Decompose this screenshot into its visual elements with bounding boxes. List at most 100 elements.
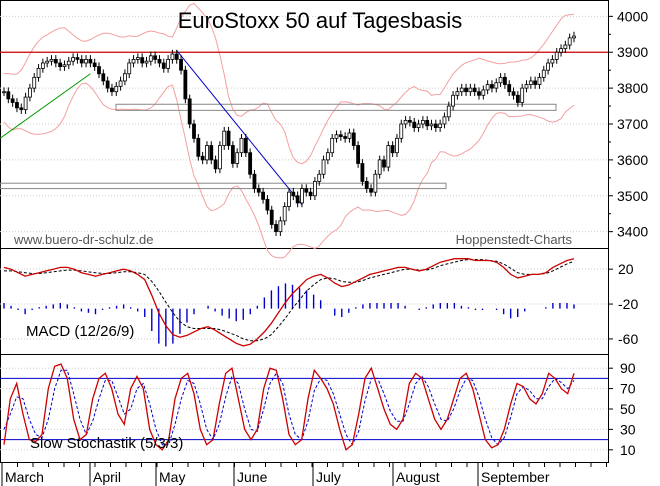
candle-body: [572, 35, 576, 39]
candle-body: [235, 152, 240, 164]
candle-body: [84, 59, 88, 64]
x-month-label: July: [316, 469, 341, 485]
macd-lines: [3, 258, 575, 347]
macd-tick-label: -60: [618, 331, 638, 347]
candle-body: [334, 134, 339, 139]
candle-body: [110, 87, 114, 93]
candle-body: [364, 181, 369, 189]
candle-body: [338, 134, 343, 137]
stochastic-y-axis: 90 70 50 30 10: [608, 360, 636, 458]
candle-body: [179, 59, 183, 71]
candle-body: [533, 80, 538, 85]
candle-body: [563, 44, 568, 50]
candle-body: [28, 87, 32, 98]
candle-body: [382, 159, 386, 168]
price-tick-label: 3600: [617, 152, 648, 168]
candle-body: [101, 73, 106, 82]
candle-body: [123, 73, 127, 82]
candle-body: [226, 130, 231, 146]
stochastic-gridlines: [0, 367, 608, 451]
candle-body: [230, 145, 235, 164]
macd-y-axis: 20 -20 -60: [608, 261, 638, 347]
candle-body: [261, 191, 265, 200]
candle-body: [278, 220, 283, 233]
candle-body: [403, 120, 408, 125]
x-month-label: May: [159, 469, 185, 485]
candle-body: [183, 69, 188, 100]
stochastic-tick-label: 10: [620, 442, 636, 458]
candle-body: [546, 62, 550, 71]
x-month-label: August: [396, 469, 440, 485]
candle-body: [97, 66, 101, 75]
price-y-axis: 3400 3500 3600 3700 3800 3900 4000: [608, 8, 648, 240]
candle-body: [464, 87, 468, 93]
stochastic-tick-label: 90: [620, 360, 636, 376]
x-month-label: June: [237, 469, 268, 485]
candle-body: [485, 84, 490, 91]
stochastic-lines: [3, 363, 575, 451]
candle-body: [455, 91, 460, 96]
watermark-website: www.buero-dr-schulz.de: [13, 232, 153, 247]
candle-body: [166, 59, 170, 69]
candle-body: [62, 64, 67, 67]
x-axis: March April May June July August September: [0, 462, 608, 486]
candle-body: [243, 137, 248, 154]
bollinger-bands: [3, 2, 575, 259]
candle-body: [520, 87, 525, 103]
candle-body: [304, 188, 309, 193]
candle-body: [287, 191, 291, 207]
price-gridlines: [0, 15, 608, 233]
price-tick-label: 3700: [617, 116, 648, 132]
upper-band: [4, 2, 575, 165]
price-tick-label: 3500: [617, 188, 648, 204]
candle-body: [412, 121, 417, 128]
candle-body: [325, 152, 330, 161]
candle-body: [550, 59, 555, 64]
stochastic-tick-label: 70: [620, 381, 636, 397]
candle-body: [265, 198, 270, 211]
support-box-high: [115, 103, 557, 111]
candle-body: [295, 195, 300, 204]
macd-line: [3, 258, 575, 347]
candle-body: [105, 80, 110, 89]
candle-body: [209, 145, 214, 161]
candle-body: [2, 91, 6, 94]
candle-body: [360, 163, 365, 182]
candle-body: [192, 123, 196, 139]
candle-body: [40, 62, 45, 69]
candle-body: [541, 69, 546, 78]
candle-body: [140, 57, 145, 64]
candle-body: [498, 76, 503, 84]
candle-body: [200, 155, 205, 161]
candle-body: [174, 53, 179, 60]
candle-body: [71, 57, 75, 62]
candle-body: [477, 91, 481, 96]
candle-body: [494, 82, 499, 89]
candle-body: [503, 76, 507, 85]
x-month-label: September: [481, 469, 550, 485]
candle-body: [313, 181, 317, 197]
candle-body: [399, 123, 404, 139]
x-month-label: April: [93, 469, 121, 485]
candle-body: [15, 102, 19, 109]
downtrend-line: [176, 50, 303, 206]
candle-body: [135, 57, 140, 60]
candle-body: [390, 145, 395, 154]
macd-tick-label: 20: [618, 261, 634, 277]
stochastic-d-line: [3, 369, 575, 446]
candle-body: [205, 145, 209, 161]
candle-body: [32, 76, 37, 89]
chart-title: EuroStoxx 50 auf Tagesbasis: [178, 8, 463, 33]
candle-body: [19, 107, 24, 111]
candle-body: [386, 145, 391, 168]
candle-body: [481, 89, 486, 96]
candle-body: [507, 84, 512, 93]
lower-band: [3, 82, 575, 259]
candle-body: [554, 51, 559, 60]
macd-gridlines: [0, 268, 608, 340]
candle-body: [515, 94, 520, 103]
candle-body: [420, 120, 425, 125]
candle-body: [131, 59, 136, 64]
stochastic-tick-label: 50: [620, 401, 636, 417]
candle-body: [446, 105, 451, 118]
